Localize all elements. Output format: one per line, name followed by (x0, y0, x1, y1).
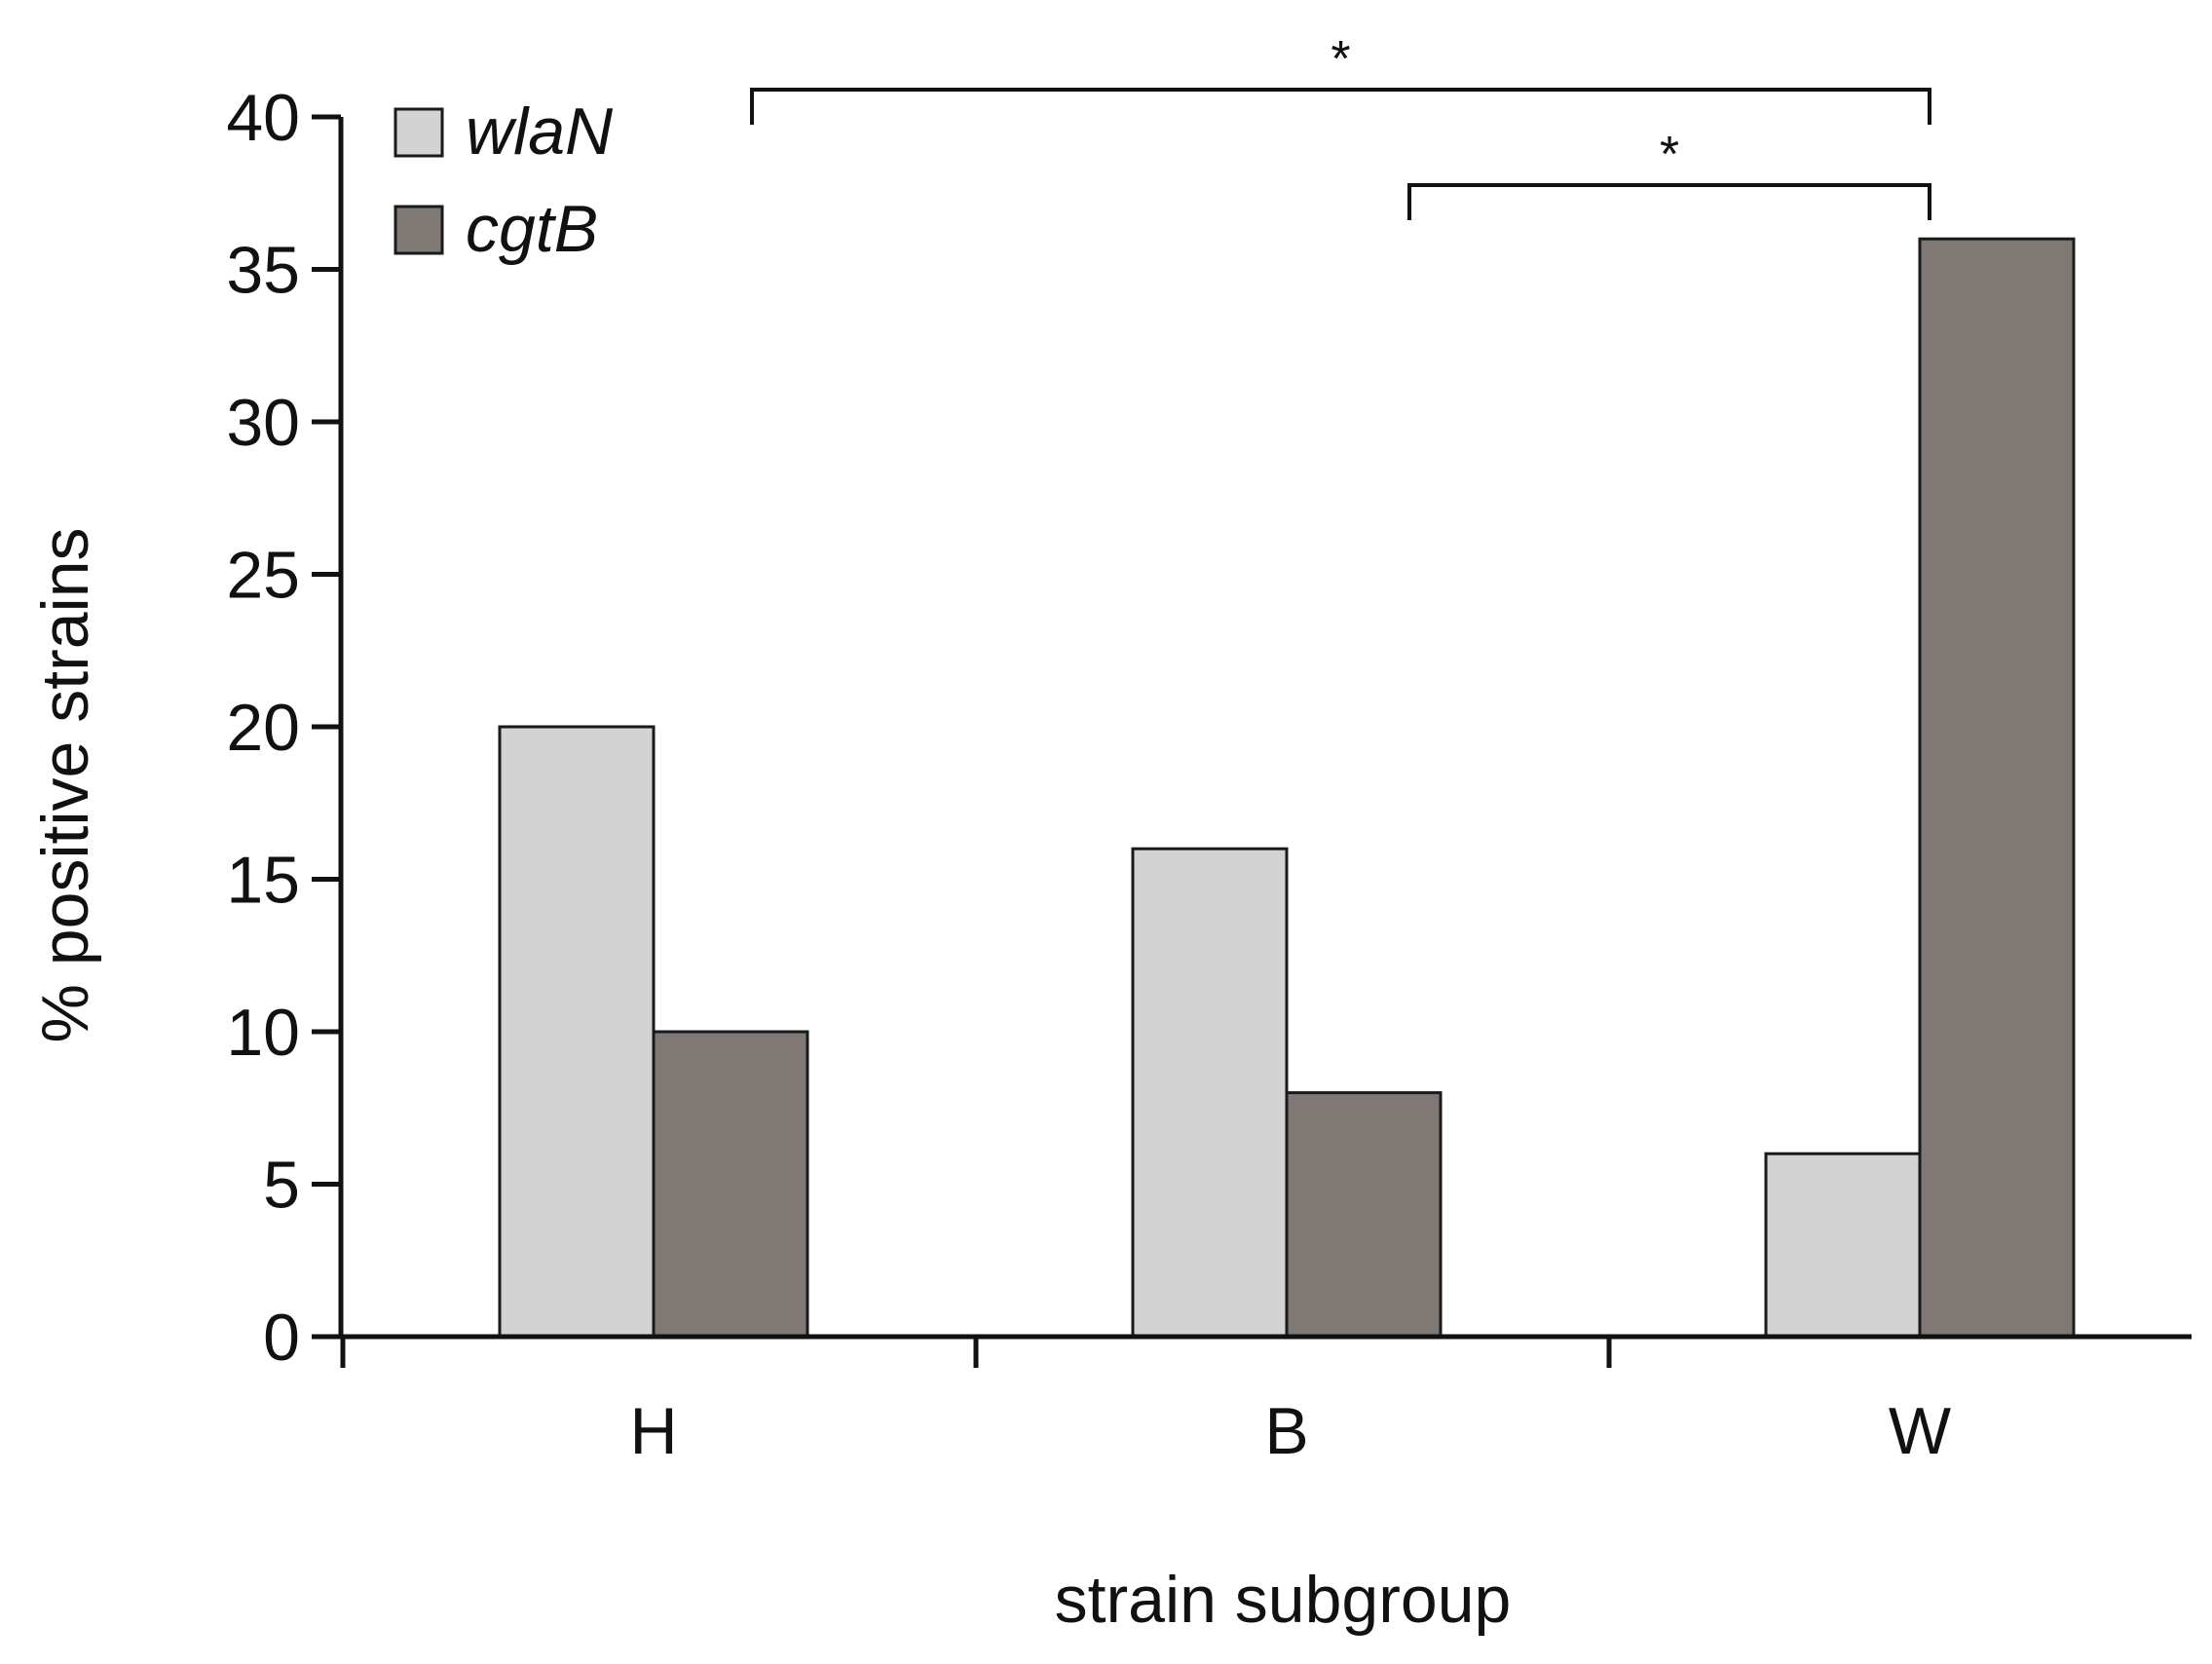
bar-cgtB-W (1918, 237, 2076, 1339)
legend: wlaN cgtB (394, 95, 614, 266)
significance-bracket (750, 88, 1931, 125)
bar-wlaN-H (498, 725, 656, 1339)
bar-wlaN-B (1131, 847, 1289, 1339)
y-tick-label: 10 (226, 996, 300, 1070)
y-tick-label: 0 (263, 1301, 300, 1375)
significance-brackets: ** (750, 31, 1931, 220)
bars (498, 237, 2076, 1339)
y-axis-title: % positive strains (28, 527, 102, 1042)
bar-cgtB-H (652, 1030, 809, 1339)
y-tick-label: 30 (226, 386, 300, 460)
legend-swatch-cgtB (394, 205, 444, 255)
bar-wlaN-W (1764, 1152, 1922, 1339)
x-category-label: B (1264, 1394, 1308, 1468)
y-axis-ticks: 0 5 10 15 20 25 30 35 40 (226, 81, 341, 1375)
x-category-label: H (629, 1394, 677, 1468)
bar-cgtB-B (1285, 1091, 1443, 1339)
y-tick-label: 15 (226, 844, 300, 918)
legend-label-cgtB: cgtB (466, 192, 598, 266)
legend-swatch-wlaN (394, 107, 444, 158)
significance-star: * (1660, 127, 1679, 183)
significance-bracket (1407, 183, 1931, 220)
y-tick-label: 20 (226, 691, 300, 765)
y-tick-label: 35 (226, 234, 300, 308)
y-tick-label: 25 (226, 539, 300, 613)
axes (312, 117, 2192, 1340)
y-tick-label: 5 (263, 1149, 300, 1223)
y-tick-label: 40 (226, 81, 300, 155)
legend-label-wlaN: wlaN (466, 95, 614, 169)
x-category-label: W (1889, 1394, 1951, 1468)
significance-star: * (1331, 31, 1350, 88)
x-axis-title: strain subgroup (1055, 1563, 1512, 1637)
